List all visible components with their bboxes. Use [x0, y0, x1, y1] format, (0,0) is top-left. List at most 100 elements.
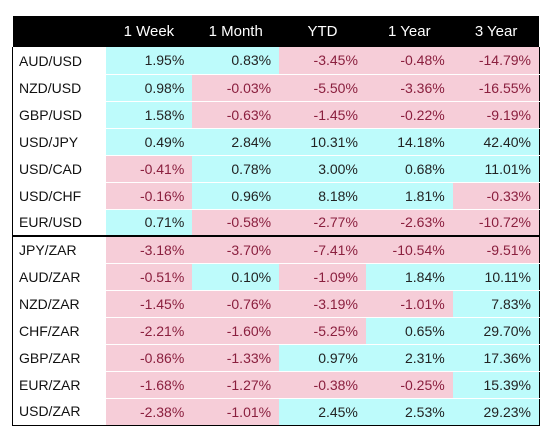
change-3-year-cell: 10.11% [452, 263, 540, 291]
table-row: EUR/ZAR -1.68% -1.27% -0.38% -0.25% 15.39% [12, 371, 540, 399]
change-1-week-cell: -0.16% [105, 182, 193, 210]
table-row: AUD/ZAR -0.51% 0.10% -1.09% 1.84% 10.11% [12, 263, 540, 291]
change-ytd-cell: -5.50% [279, 74, 366, 102]
currency-pair-label: NZD/ZAR [12, 290, 106, 317]
change-1-month-cell: -1.27% [192, 371, 280, 399]
change-1-week-cell: -1.45% [105, 290, 193, 318]
change-1-week-cell: -0.41% [105, 155, 193, 183]
change-1-year-cell: -0.25% [365, 371, 453, 399]
change-ytd-cell: -0.38% [279, 371, 366, 399]
header-1-week: 1 Week [105, 16, 193, 47]
table-body: AUD/USD 1.95% 0.83% -3.45% -0.48% -14.79% NZD/… [12, 47, 540, 426]
change-3-year-cell: 11.01% [452, 155, 540, 183]
change-1-year-cell: -0.22% [365, 101, 453, 129]
table-row: NZD/USD 0.98% -0.03% -5.50% -3.36% -16.55% [12, 74, 540, 102]
change-1-month-cell: -0.58% [192, 209, 280, 237]
change-ytd-cell: 2.45% [279, 398, 366, 426]
change-1-month-cell: -0.76% [192, 290, 280, 318]
change-1-month-cell: 0.83% [192, 47, 280, 75]
change-3-year-cell: -0.33% [452, 182, 540, 210]
change-1-week-cell: 1.95% [105, 47, 193, 75]
header-pair [12, 16, 106, 47]
currency-pair-label: USD/JPY [12, 128, 106, 155]
change-3-year-cell: 29.23% [452, 398, 540, 426]
change-ytd-cell: 10.31% [279, 128, 366, 156]
change-ytd-cell: 8.18% [279, 182, 366, 210]
change-ytd-cell: -1.45% [279, 101, 366, 129]
change-3-year-cell: -16.55% [452, 74, 540, 102]
currency-pair-label: AUD/ZAR [12, 263, 106, 290]
currency-pair-label: USD/ZAR [12, 398, 106, 426]
change-1-month-cell: 0.78% [192, 155, 280, 183]
change-1-week-cell: -0.86% [105, 344, 193, 372]
change-ytd-cell: -5.25% [279, 317, 366, 345]
change-1-year-cell: 1.84% [365, 263, 453, 291]
change-ytd-cell: -1.09% [279, 263, 366, 291]
change-1-week-cell: -0.51% [105, 263, 193, 291]
change-1-year-cell: -2.63% [365, 209, 453, 237]
table-row: AUD/USD 1.95% 0.83% -3.45% -0.48% -14.79% [12, 47, 540, 75]
change-1-month-cell: -0.63% [192, 101, 280, 129]
table-row: EUR/USD 0.71% -0.58% -2.77% -2.63% -10.72% [12, 209, 540, 237]
change-1-week-cell: 0.98% [105, 74, 193, 102]
table-header: 1 Week 1 Month YTD 1 Year 3 Year [12, 16, 540, 47]
currency-pair-label: USD/CHF [12, 182, 106, 209]
change-1-year-cell: -3.36% [365, 74, 453, 102]
change-3-year-cell: 7.83% [452, 290, 540, 318]
change-3-year-cell: -10.72% [452, 209, 540, 237]
header-row: 1 Week 1 Month YTD 1 Year 3 Year [12, 16, 540, 47]
fx-performance-table: 1 Week 1 Month YTD 1 Year 3 Year AUD/USD… [12, 16, 540, 426]
table-row: CHF/ZAR -2.21% -1.60% -5.25% 0.65% 29.70% [12, 317, 540, 345]
change-ytd-cell: 3.00% [279, 155, 366, 183]
change-1-year-cell: -10.54% [365, 235, 453, 264]
table-row: USD/ZAR -2.38% -1.01% 2.45% 2.53% 29.23% [12, 398, 540, 426]
currency-pair-label: NZD/USD [12, 74, 106, 101]
change-1-year-cell: 2.31% [365, 344, 453, 372]
header-1-year: 1 Year [365, 16, 453, 47]
table-row: JPY/ZAR -3.18% -3.70% -7.41% -10.54% -9.51% [12, 235, 540, 264]
change-3-year-cell: 29.70% [452, 317, 540, 345]
change-ytd-cell: -7.41% [279, 235, 366, 264]
table-row: USD/CHF -0.16% 0.96% 8.18% 1.81% -0.33% [12, 182, 540, 210]
change-3-year-cell: 42.40% [452, 128, 540, 156]
header-3-year: 3 Year [452, 16, 540, 47]
change-1-year-cell: 0.68% [365, 155, 453, 183]
change-1-week-cell: -2.38% [105, 398, 193, 426]
change-1-month-cell: -3.70% [192, 235, 280, 264]
table-row: GBP/ZAR -0.86% -1.33% 0.97% 2.31% 17.36% [12, 344, 540, 372]
change-1-month-cell: -0.03% [192, 74, 280, 102]
change-ytd-cell: -3.45% [279, 47, 366, 75]
currency-pair-label: JPY/ZAR [12, 235, 106, 263]
change-1-month-cell: -1.33% [192, 344, 280, 372]
change-1-year-cell: 1.81% [365, 182, 453, 210]
currency-pair-label: GBP/ZAR [12, 344, 106, 371]
change-3-year-cell: -9.51% [452, 235, 540, 264]
table-row: GBP/USD 1.58% -0.63% -1.45% -0.22% -9.19% [12, 101, 540, 129]
change-3-year-cell: 17.36% [452, 344, 540, 372]
table-row: USD/JPY 0.49% 2.84% 10.31% 14.18% 42.40% [12, 128, 540, 156]
change-1-year-cell: 2.53% [365, 398, 453, 426]
change-1-week-cell: 0.71% [105, 209, 193, 237]
table-row: NZD/ZAR -1.45% -0.76% -3.19% -1.01% 7.83% [12, 290, 540, 318]
currency-pair-label: EUR/ZAR [12, 371, 106, 398]
currency-pair-label: CHF/ZAR [12, 317, 106, 344]
change-1-week-cell: 0.49% [105, 128, 193, 156]
change-1-week-cell: -1.68% [105, 371, 193, 399]
change-1-month-cell: 0.10% [192, 263, 280, 291]
currency-pair-label: GBP/USD [12, 101, 106, 128]
change-ytd-cell: -3.19% [279, 290, 366, 318]
table-row: USD/CAD -0.41% 0.78% 3.00% 0.68% 11.01% [12, 155, 540, 183]
change-1-month-cell: -1.60% [192, 317, 280, 345]
change-1-month-cell: 0.96% [192, 182, 280, 210]
change-1-week-cell: 1.58% [105, 101, 193, 129]
change-1-year-cell: -0.48% [365, 47, 453, 75]
currency-pair-label: EUR/USD [12, 209, 106, 236]
fx-performance-table-container: 1 Week 1 Month YTD 1 Year 3 Year AUD/USD… [12, 16, 540, 426]
change-1-month-cell: 2.84% [192, 128, 280, 156]
change-1-week-cell: -3.18% [105, 235, 193, 264]
change-ytd-cell: -2.77% [279, 209, 366, 237]
change-1-year-cell: 14.18% [365, 128, 453, 156]
change-1-month-cell: -1.01% [192, 398, 280, 426]
header-ytd: YTD [279, 16, 366, 47]
change-3-year-cell: 15.39% [452, 371, 540, 399]
